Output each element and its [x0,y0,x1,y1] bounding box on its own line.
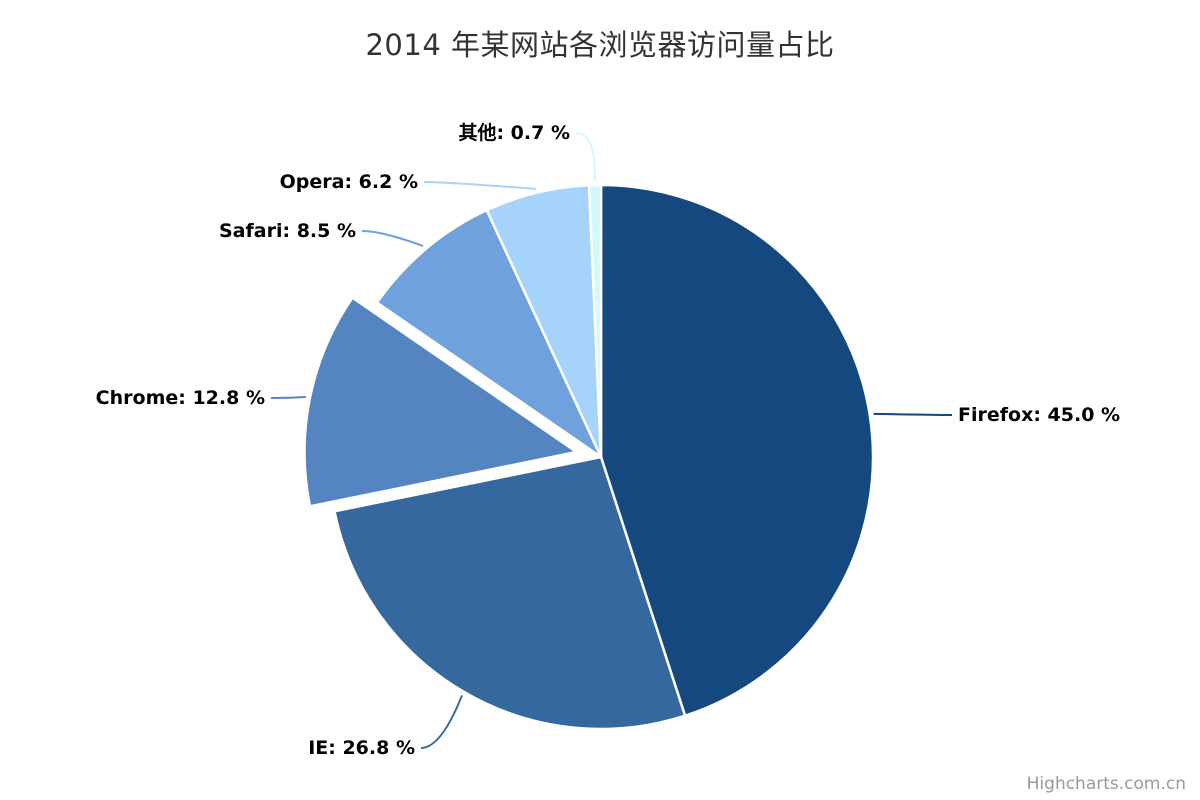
label-connector-chrome [270,395,307,399]
slice-label-others: 其他: 0.7 % [458,121,570,144]
pie-slice-safari[interactable] [375,208,603,459]
slice-label-ie: IE: 26.8 % [308,737,415,759]
credits-link[interactable]: Highcharts.com.cn [1026,774,1186,794]
slice-label-opera: Opera: 6.2 % [280,171,418,193]
slice-label-safari: Safari: 8.5 % [219,220,356,242]
pie-slice-ie[interactable] [333,455,687,731]
pie-slice-chrome[interactable] [303,296,578,508]
label-connector-opera [423,181,536,190]
label-connector-ie [420,695,463,749]
pie-slice-firefox[interactable] [599,183,875,717]
chart-title: 2014 年某网站各浏览器访问量占比 [365,28,835,62]
pie-slice-others[interactable] [587,183,603,459]
label-connector-safari [361,230,424,247]
slice-label-chrome: Chrome: 12.8 % [96,387,265,409]
slice-label-firefox: Firefox: 45.0 % [958,404,1120,426]
label-connector-others [575,132,596,182]
label-connector-firefox [873,412,953,416]
